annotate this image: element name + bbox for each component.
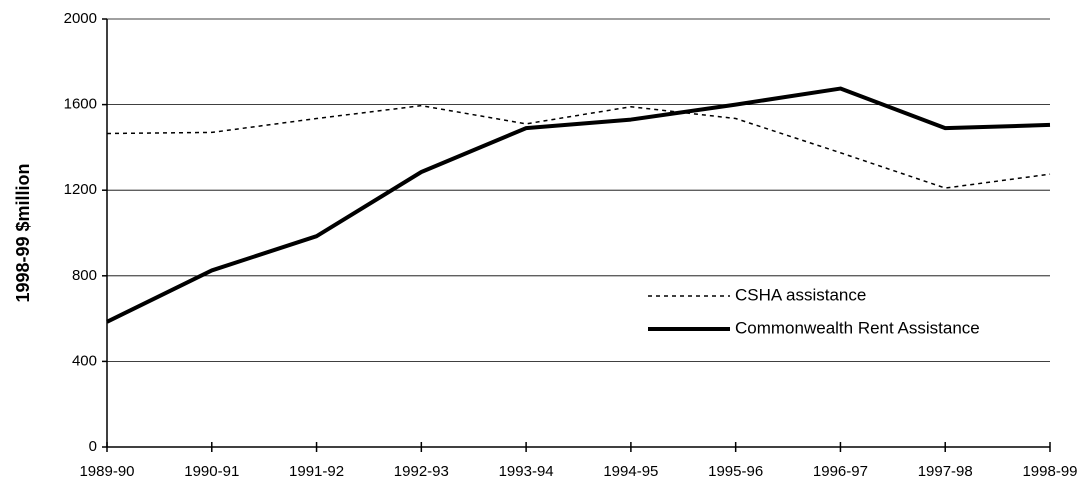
- legend-label: CSHA assistance: [735, 285, 866, 304]
- series-line: [106, 86, 1051, 324]
- x-tick-label: 1991-92: [289, 463, 344, 480]
- x-tick-label: 1994-95: [603, 463, 658, 480]
- x-tick-label: 1996-97: [813, 463, 868, 480]
- x-tick-label: 1993-94: [499, 463, 554, 480]
- x-tick-label: 1998-99: [1022, 463, 1077, 480]
- x-tick-label: 1990-91: [184, 463, 239, 480]
- y-tick-label: 400: [72, 352, 97, 369]
- x-tick-label: 1992-93: [394, 463, 449, 480]
- y-axis-label: 1998-99 $million: [13, 163, 33, 302]
- y-tick-label: 1200: [64, 181, 97, 198]
- legend-label: Commonwealth Rent Assistance: [735, 318, 980, 337]
- x-tick-label: 1995-96: [708, 463, 763, 480]
- y-tick-label: 800: [72, 267, 97, 284]
- series-line: [106, 104, 1051, 189]
- y-tick-label: 2000: [64, 10, 97, 27]
- y-tick-label: 0: [89, 438, 97, 455]
- y-tick-label: 1600: [64, 96, 97, 113]
- x-tick-label: 1997-98: [918, 463, 973, 480]
- x-tick-label: 1989-90: [79, 463, 134, 480]
